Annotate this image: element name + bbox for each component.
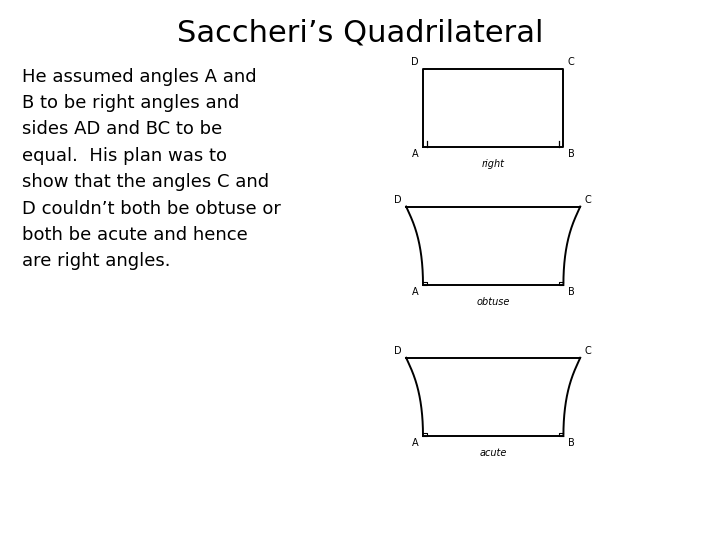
Text: B: B (568, 287, 575, 297)
Text: right: right (482, 159, 505, 169)
Text: B: B (568, 149, 575, 159)
Text: C: C (585, 195, 591, 205)
Text: Saccheri’s Quadrilateral: Saccheri’s Quadrilateral (176, 19, 544, 48)
Text: B: B (568, 438, 575, 448)
Text: A: A (412, 149, 419, 159)
Text: D: D (395, 195, 402, 205)
Text: A: A (412, 438, 419, 448)
Text: obtuse: obtuse (477, 297, 510, 307)
Text: C: C (568, 57, 575, 67)
Text: A: A (412, 287, 419, 297)
Text: C: C (585, 346, 591, 356)
Text: acute: acute (480, 448, 507, 458)
Text: He assumed angles A and
B to be right angles and
sides AD and BC to be
equal.  H: He assumed angles A and B to be right an… (22, 68, 281, 271)
Text: D: D (395, 346, 402, 356)
Text: D: D (411, 57, 419, 67)
